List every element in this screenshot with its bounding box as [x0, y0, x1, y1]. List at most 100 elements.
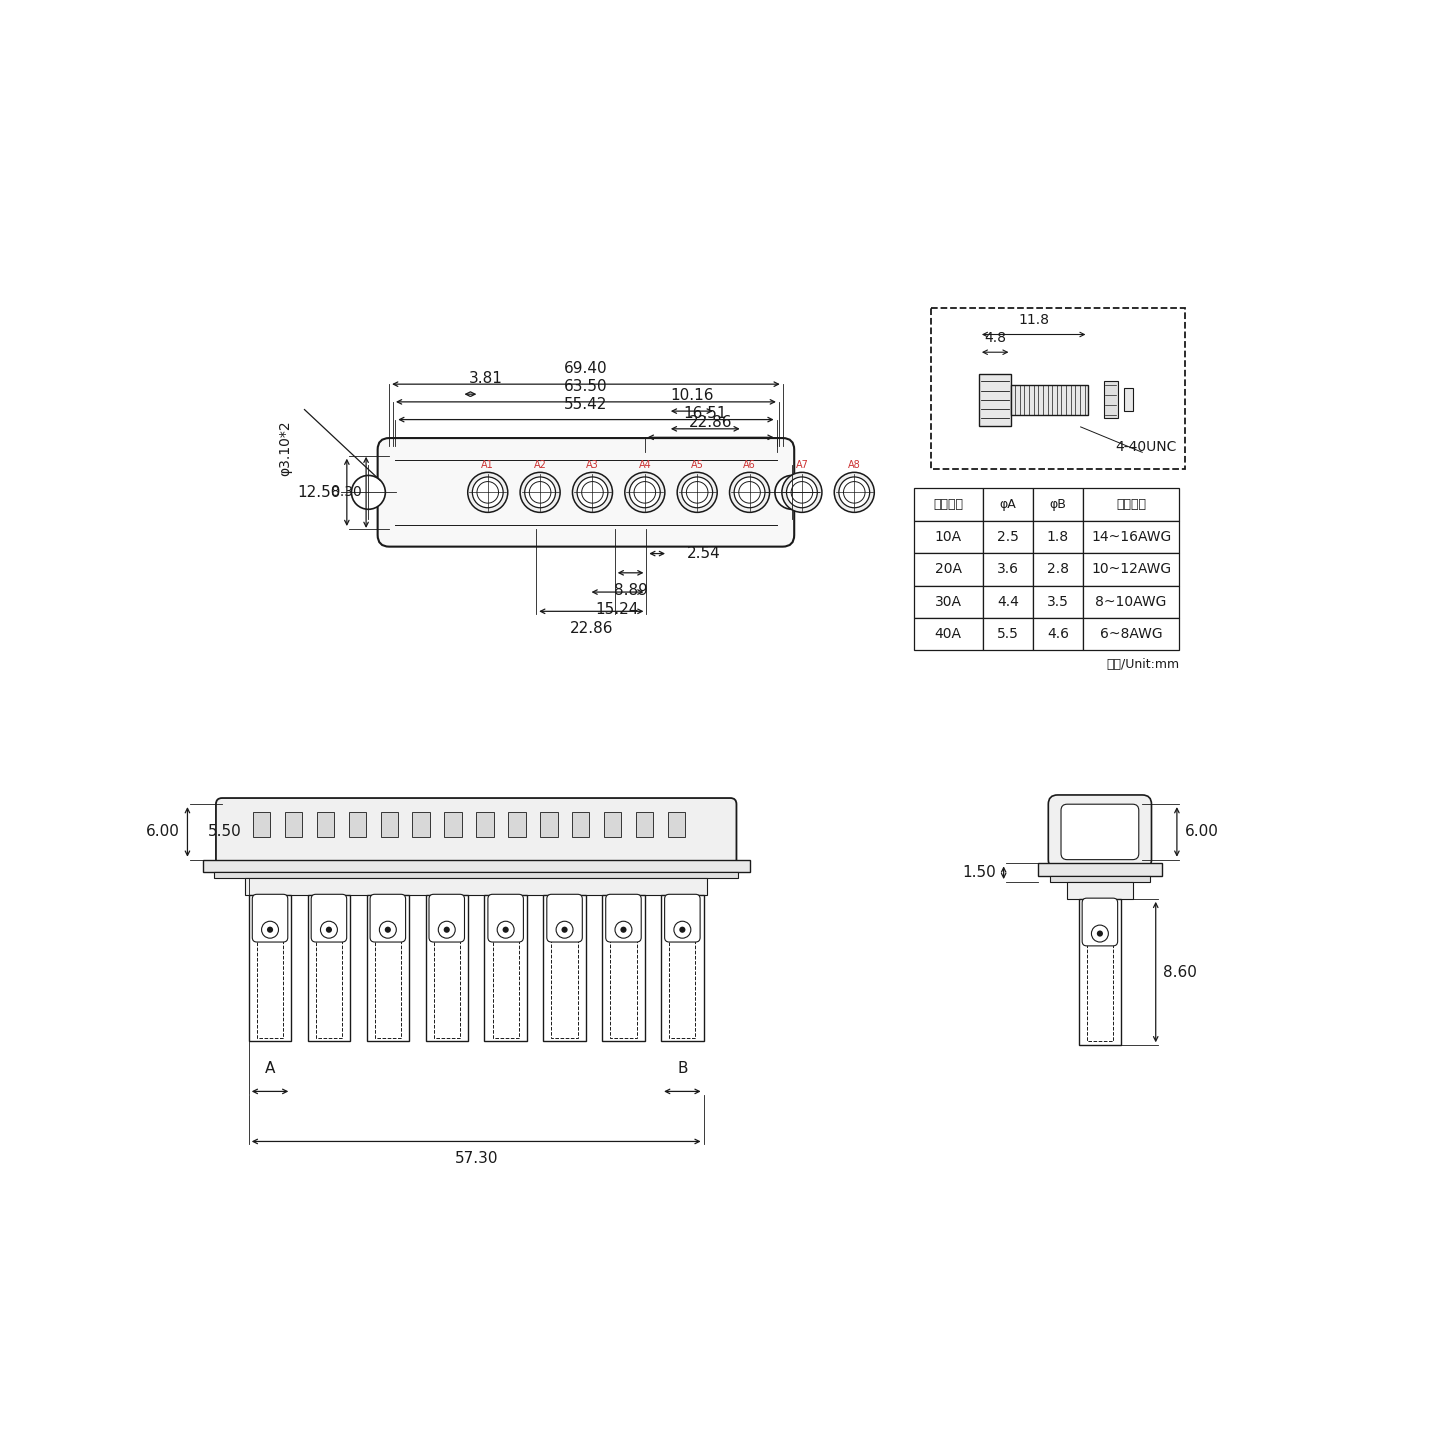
Circle shape	[438, 922, 455, 939]
Circle shape	[634, 481, 655, 503]
Circle shape	[577, 477, 608, 508]
Bar	[913, 488, 984, 521]
Text: 4-40UNC: 4-40UNC	[1116, 439, 1176, 454]
Bar	[285, 812, 302, 837]
Text: 3.81: 3.81	[469, 372, 503, 386]
Circle shape	[840, 477, 870, 508]
Text: 10.16: 10.16	[670, 389, 714, 403]
Text: 14~16AWG: 14~16AWG	[1092, 530, 1171, 544]
Circle shape	[379, 922, 396, 939]
Text: 5.50: 5.50	[207, 825, 240, 840]
Bar	[611, 899, 636, 1037]
Text: 63.50: 63.50	[564, 379, 608, 395]
Text: A2: A2	[534, 459, 547, 469]
Bar	[374, 899, 400, 1037]
Bar	[215, 873, 739, 878]
Text: 10A: 10A	[935, 530, 962, 544]
Circle shape	[1097, 930, 1103, 936]
Bar	[930, 308, 1185, 469]
Circle shape	[844, 481, 865, 503]
Circle shape	[472, 477, 503, 508]
Circle shape	[573, 472, 612, 513]
Circle shape	[730, 472, 769, 513]
Bar	[1123, 389, 1133, 412]
Bar	[1011, 384, 1089, 415]
Circle shape	[556, 922, 573, 939]
Bar	[1032, 488, 1083, 521]
Text: 30A: 30A	[935, 595, 962, 609]
FancyBboxPatch shape	[1061, 804, 1139, 860]
Circle shape	[503, 926, 508, 933]
Bar	[317, 812, 334, 837]
Circle shape	[321, 922, 337, 939]
Bar	[1067, 881, 1133, 899]
Circle shape	[739, 481, 760, 503]
Text: 16.51: 16.51	[684, 406, 727, 420]
Bar	[913, 553, 984, 586]
Bar	[477, 812, 494, 837]
Circle shape	[562, 926, 567, 933]
Text: B: B	[677, 1061, 688, 1076]
Circle shape	[524, 477, 556, 508]
Circle shape	[775, 475, 809, 510]
Bar	[1103, 382, 1117, 419]
Bar	[913, 586, 984, 618]
Text: 5.5: 5.5	[996, 626, 1020, 641]
Circle shape	[681, 477, 713, 508]
FancyBboxPatch shape	[216, 798, 736, 865]
FancyBboxPatch shape	[1048, 795, 1152, 868]
Bar	[508, 812, 526, 837]
Text: 额定电流: 额定电流	[933, 498, 963, 511]
Circle shape	[262, 922, 278, 939]
Bar	[412, 812, 431, 837]
Text: 6~8AWG: 6~8AWG	[1100, 626, 1162, 641]
Bar	[1083, 618, 1179, 651]
Bar	[348, 812, 366, 837]
Text: 4.6: 4.6	[1047, 626, 1068, 641]
Text: 8.60: 8.60	[1164, 965, 1197, 979]
Text: 2.5: 2.5	[996, 530, 1020, 544]
FancyBboxPatch shape	[606, 894, 641, 942]
Text: A8: A8	[848, 459, 861, 469]
Circle shape	[266, 926, 274, 933]
Bar	[249, 896, 291, 1041]
Bar	[315, 899, 343, 1037]
Text: A1: A1	[481, 459, 494, 469]
Bar	[1083, 553, 1179, 586]
Bar	[913, 618, 984, 651]
Bar	[635, 812, 654, 837]
Text: 1.50: 1.50	[962, 865, 996, 880]
Bar	[1032, 553, 1083, 586]
Text: A6: A6	[743, 459, 756, 469]
Text: 6.00: 6.00	[1185, 825, 1218, 840]
Text: 22.86: 22.86	[688, 415, 733, 429]
Bar	[1079, 899, 1122, 1045]
Bar	[1083, 586, 1179, 618]
Bar	[984, 488, 1032, 521]
FancyBboxPatch shape	[370, 894, 406, 942]
FancyBboxPatch shape	[377, 438, 795, 547]
Bar	[484, 896, 527, 1041]
Bar	[492, 899, 518, 1037]
Text: φA: φA	[999, 498, 1017, 511]
Text: A3: A3	[586, 459, 599, 469]
Circle shape	[782, 472, 822, 513]
Bar	[1038, 864, 1162, 876]
Circle shape	[834, 472, 874, 513]
FancyBboxPatch shape	[252, 894, 288, 942]
Bar	[367, 896, 409, 1041]
Text: 8.30: 8.30	[331, 485, 363, 500]
Bar	[572, 812, 589, 837]
Bar	[979, 374, 1011, 426]
Text: 15.24: 15.24	[596, 602, 639, 618]
Text: 3.5: 3.5	[1047, 595, 1068, 609]
Bar	[670, 899, 696, 1037]
Bar	[426, 896, 468, 1041]
FancyBboxPatch shape	[547, 894, 582, 942]
Circle shape	[468, 472, 508, 513]
Bar	[253, 812, 271, 837]
Text: 6.00: 6.00	[145, 825, 180, 840]
Circle shape	[351, 475, 386, 510]
Bar	[245, 878, 707, 896]
Circle shape	[687, 481, 708, 503]
